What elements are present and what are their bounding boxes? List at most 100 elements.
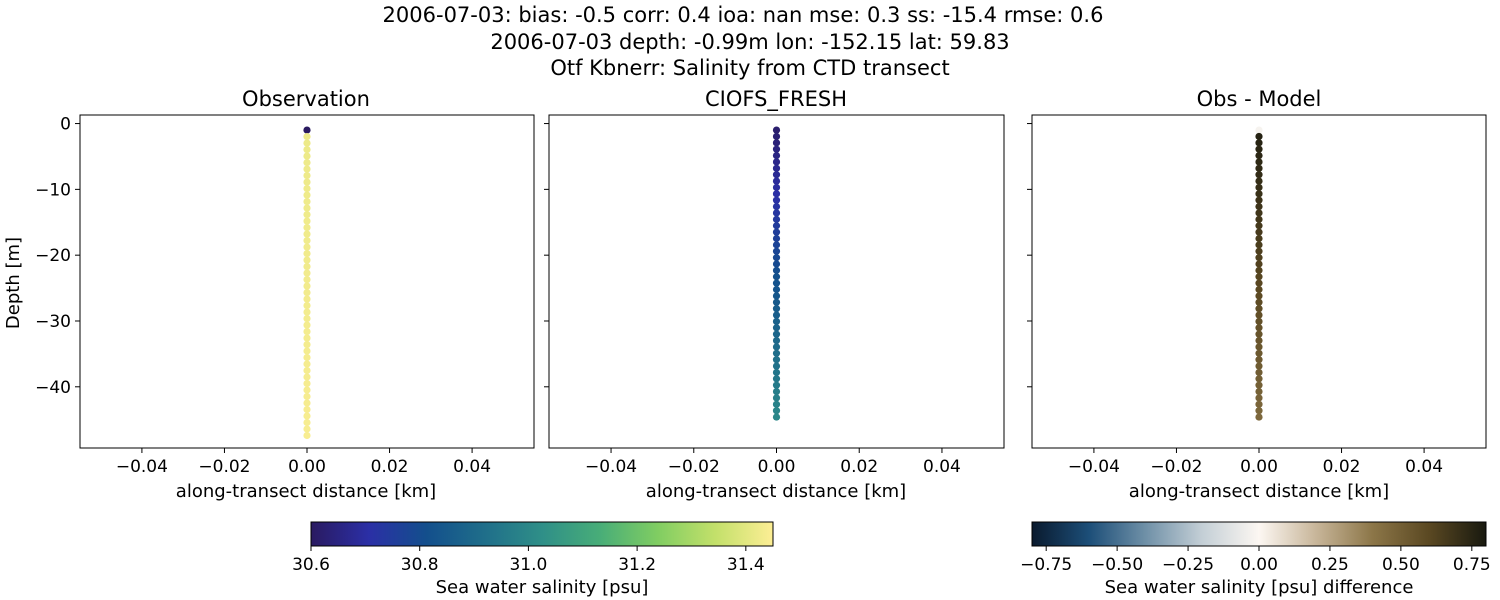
data-point (772, 387, 781, 396)
data-point (772, 330, 781, 338)
data-point (772, 183, 781, 192)
data-point (1255, 368, 1263, 377)
difference-colorbar-label: Sea water salinity [psu] difference (1105, 577, 1414, 598)
data-point (303, 262, 311, 271)
data-point (1255, 298, 1263, 306)
data-point (1255, 413, 1263, 421)
salinity-colorbar-label: Sea water salinity [psu] (436, 577, 649, 598)
x-tick-label: 0.04 (453, 457, 491, 477)
data-point (1255, 356, 1263, 364)
data-point (303, 236, 311, 245)
data-point (772, 356, 781, 364)
panel-xlabel-difference: along-transect distance [km] (1129, 481, 1389, 502)
data-point (772, 343, 781, 351)
y-tick-label: −40 (35, 378, 71, 398)
colorbar-tick-label: −0.25 (1162, 555, 1214, 575)
data-point (772, 234, 781, 243)
data-point (303, 197, 311, 206)
data-point (303, 158, 311, 167)
colorbar-tick-label: 31.4 (727, 555, 765, 575)
data-point (772, 362, 781, 370)
data-point (1255, 305, 1263, 313)
colorbar-tick-label: −0.50 (1091, 555, 1143, 575)
colorbar-tick-label: 31.0 (509, 555, 547, 575)
panel-xlabel-observation: along-transect distance [km] (176, 481, 436, 502)
figure-title: 2006-07-03: bias: -0.5 corr: 0.4 ioa: na… (383, 3, 1104, 80)
panel-title-observation: Observation (242, 87, 370, 111)
data-point (772, 171, 781, 179)
title-line-1: 2006-07-03: bias: -0.5 corr: 0.4 ioa: na… (383, 3, 1104, 27)
data-point (1255, 375, 1263, 383)
data-point (1255, 311, 1263, 319)
data-point (772, 266, 781, 274)
y-tick-label: −30 (35, 312, 71, 332)
data-point (1255, 132, 1263, 141)
colorbar-tick-label: 0.25 (1311, 555, 1349, 575)
data-point (303, 347, 311, 355)
data-point (772, 317, 781, 326)
data-point (1255, 151, 1263, 160)
x-tick-label: 0.00 (288, 457, 326, 477)
data-point (303, 295, 311, 303)
data-point (303, 243, 311, 251)
data-point (1255, 203, 1263, 211)
data-point (772, 407, 781, 415)
data-point (772, 151, 781, 160)
data-point (1255, 292, 1263, 300)
data-point (1255, 285, 1263, 294)
data-point (303, 340, 311, 349)
data-point (303, 217, 311, 225)
x-tick-label: −0.04 (116, 457, 168, 477)
data-point (772, 292, 781, 300)
data-point (303, 334, 311, 342)
data-point (772, 381, 781, 389)
colorbar-tick-label: 31.2 (618, 555, 656, 575)
data-point (1255, 228, 1263, 236)
difference-colorbar-fill (1031, 521, 1487, 547)
model-panel: −0.04 −0.02 0.00 0.02 0.04 (544, 114, 1005, 477)
data-point (1255, 209, 1263, 217)
data-point (303, 373, 311, 381)
data-point (1255, 343, 1263, 351)
data-point (303, 412, 311, 420)
data-point (1255, 171, 1263, 179)
data-point (772, 247, 781, 255)
colorbar-tick-label: 30.6 (292, 555, 330, 575)
data-point (1255, 190, 1263, 198)
data-point (303, 152, 311, 160)
data-point (1255, 196, 1263, 204)
data-point (303, 210, 311, 219)
data-point (1255, 349, 1263, 357)
data-point (1255, 279, 1263, 287)
data-point (772, 413, 781, 421)
x-tick-label: 0.02 (1323, 457, 1361, 477)
data-point (772, 394, 781, 402)
data-point (303, 379, 311, 388)
data-point (772, 260, 781, 268)
salinity-colorbar-fill (310, 521, 774, 547)
data-point (1255, 145, 1263, 153)
x-tick-label: −0.04 (585, 457, 637, 477)
data-point (1255, 330, 1263, 338)
difference-colorbar: Sea water salinity [psu] difference −0.7… (1020, 521, 1491, 598)
y-tick-label: 0 (60, 115, 71, 135)
panel-xlabel-model: along-transect distance [km] (646, 481, 906, 502)
data-point (772, 164, 781, 172)
title-line-2: 2006-07-03 depth: -0.99m lon: -152.15 la… (490, 30, 1009, 54)
data-point (303, 314, 311, 323)
data-point (772, 222, 781, 230)
data-point (772, 177, 781, 185)
data-point (303, 139, 311, 147)
data-point (303, 431, 311, 440)
data-point (303, 418, 311, 427)
observation-panel: −0.04 −0.02 0.00 0.02 0.04 0 −10 −20 −30 −40 (35, 114, 535, 477)
data-point (1255, 407, 1263, 415)
title-line-3: Otf Kbnerr: Salinity from CTD transect (550, 56, 949, 80)
data-point (1255, 158, 1263, 166)
data-point (1255, 183, 1263, 192)
data-point (303, 392, 311, 401)
colorbar-tick-label: 0.50 (1382, 555, 1420, 575)
data-point (772, 132, 781, 141)
data-point (1255, 394, 1263, 402)
